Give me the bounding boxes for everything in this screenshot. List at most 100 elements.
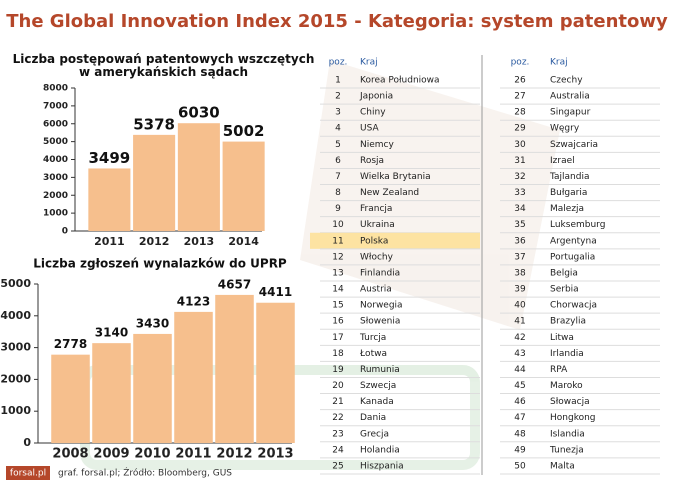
x-tick-label: 2014 — [228, 235, 259, 248]
y-tick-label: 2000 — [43, 191, 68, 201]
position: 28 — [514, 108, 526, 118]
position: 45 — [514, 381, 525, 391]
y-tick-label: 0 — [62, 227, 68, 237]
header: poz. — [329, 58, 348, 68]
value-label: 3499 — [89, 149, 131, 167]
y-tick-label: 8000 — [43, 84, 68, 94]
x-tick-label: 2008 — [52, 447, 88, 462]
x-tick-label: 2011 — [94, 235, 125, 248]
value-label: 3140 — [95, 326, 128, 340]
x-tick-label: 2009 — [93, 447, 129, 462]
country: Szwecja — [360, 381, 396, 391]
position: 10 — [332, 220, 344, 230]
country: Grecja — [360, 429, 389, 439]
bar — [133, 134, 176, 231]
y-tick-label: 5000 — [0, 277, 31, 290]
stamp-shape — [300, 60, 560, 330]
y-tick-label: 7000 — [43, 101, 68, 111]
bar — [215, 294, 254, 443]
position: 8 — [335, 188, 341, 198]
main-title: The Global Innovation Index 2015 - Kateg… — [6, 11, 668, 32]
position: 32 — [514, 172, 525, 182]
bar — [88, 168, 131, 231]
country: Polska — [360, 236, 388, 246]
country: Finlandia — [360, 268, 400, 278]
chart-title-line: Liczba postępowań patentowych wszczętych — [13, 52, 315, 66]
country: Hongkong — [550, 413, 596, 423]
country: New Zealand — [360, 188, 419, 198]
value-label: 4123 — [177, 294, 210, 308]
chart-title: Liczba zgłoszeń wynalazków do UPRP — [33, 257, 287, 271]
country: Belgia — [550, 268, 578, 278]
country: Bułgaria — [550, 188, 587, 198]
position: 4 — [335, 124, 341, 134]
y-tick-label: 4000 — [0, 309, 31, 322]
position: 3 — [335, 108, 341, 118]
country: Hiszpania — [360, 461, 404, 471]
country: Kanada — [360, 397, 394, 407]
country: Japonia — [359, 92, 393, 102]
country: Węgry — [550, 124, 580, 134]
position: 5 — [335, 140, 341, 150]
country: USA — [360, 124, 379, 134]
bar — [133, 333, 172, 443]
position: 19 — [332, 365, 344, 375]
position: 20 — [332, 381, 344, 391]
country: Tajlandia — [549, 172, 589, 182]
position: 50 — [514, 461, 526, 471]
country: Serbia — [550, 285, 579, 295]
position: 2 — [335, 92, 341, 102]
position: 13 — [332, 268, 343, 278]
country: Korea Południowa — [360, 76, 440, 86]
country: Irlandia — [550, 349, 584, 359]
ranking-table: poz. Kraj 1 Korea Południowa 2 Japonia 3 Chiny 4… — [310, 55, 660, 475]
position: 26 — [514, 76, 526, 86]
header: Kraj — [550, 58, 568, 68]
country: Austria — [360, 285, 392, 295]
position: 31 — [514, 156, 525, 166]
position: 33 — [514, 188, 525, 198]
position: 17 — [332, 333, 343, 343]
country: Brazylia — [550, 317, 586, 327]
country: Chorwacja — [550, 301, 597, 311]
value-label: 4411 — [259, 285, 292, 299]
position: 11 — [332, 236, 343, 246]
position: 44 — [514, 365, 526, 375]
position: 48 — [514, 429, 526, 439]
country: Francja — [360, 204, 392, 214]
position: 12 — [332, 252, 343, 262]
position: 22 — [332, 413, 343, 423]
position: 23 — [332, 429, 343, 439]
country: Rumunia — [360, 365, 400, 375]
value-label: 5378 — [133, 115, 175, 133]
position: 15 — [332, 301, 343, 311]
country: Dania — [360, 413, 386, 423]
logo-box — [6, 466, 50, 480]
y-tick-label: 5000 — [43, 137, 68, 147]
position: 38 — [514, 268, 526, 278]
value-label: 5002 — [223, 122, 265, 140]
country: Litwa — [550, 333, 574, 343]
position: 29 — [514, 124, 526, 134]
country: Słowacja — [550, 397, 590, 407]
country: Rosja — [360, 156, 384, 166]
country: Tunezja — [549, 445, 584, 455]
position: 37 — [514, 252, 525, 262]
chart-title: Liczba postępowań patentowych wszczętych… — [13, 52, 315, 79]
bar — [222, 141, 265, 231]
value-label: 3430 — [136, 316, 169, 330]
country: Malezja — [550, 204, 584, 214]
country: Słowenia — [360, 317, 400, 327]
bar — [51, 354, 90, 443]
country: Australia — [550, 92, 590, 102]
country: Luksemburg — [550, 220, 605, 230]
position: 39 — [514, 285, 526, 295]
country: Czechy — [550, 76, 583, 86]
position: 9 — [335, 204, 341, 214]
country: Turcja — [359, 333, 386, 343]
position: 18 — [332, 349, 344, 359]
country: Portugalia — [550, 252, 595, 262]
source: graf. forsal.pl; Źródło: Bloomberg, GUS — [58, 467, 232, 479]
y-tick-label: 2000 — [0, 372, 31, 385]
position: 30 — [514, 140, 526, 150]
